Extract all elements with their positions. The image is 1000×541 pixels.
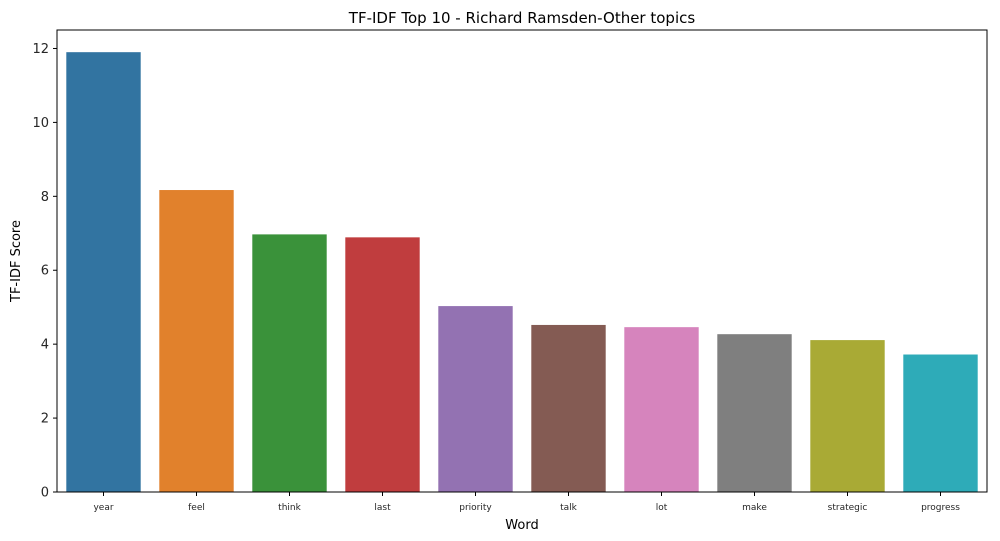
bar-year [66,52,141,493]
y-axis-ticks: 0 2 4 6 8 10 12 [32,42,57,501]
x-axis-title: Word [505,518,538,533]
x-tick-label: priority [459,503,492,513]
y-tick-label: 12 [32,42,49,57]
x-tick-label: feel [188,503,205,513]
x-tick-label: year [93,503,113,513]
x-tick-label: lot [656,503,668,513]
y-axis-title: TF-IDF Score [9,220,24,303]
x-tick-label: progress [921,503,960,513]
x-tick-label: think [278,503,301,513]
bar-last [345,237,420,492]
x-axis-ticks: year feel think last priority talk lot make stra… [93,492,960,513]
x-tick-label: make [742,503,767,513]
y-tick-label: 8 [41,190,49,205]
chart-title: TF-IDF Top 10 - Richard Ramsden-Other to… [348,9,696,27]
bar-strategic [810,340,885,492]
bar-talk [531,324,606,492]
bar-priority [438,306,513,492]
y-tick-label: 2 [41,412,49,427]
bar-think [252,234,327,492]
bar-lot [624,327,699,492]
y-tick-label: 6 [41,264,49,279]
y-tick-label: 0 [41,486,49,501]
bars-group [66,52,978,493]
y-tick-label: 10 [32,116,49,131]
x-tick-label: last [374,503,391,513]
plot-frame [56,29,988,493]
y-tick-label: 4 [41,338,49,353]
bar-progress [903,354,978,492]
x-tick-label: strategic [828,503,868,513]
bar-make [717,334,792,492]
x-tick-label: talk [560,503,578,513]
bar-feel [159,190,234,492]
